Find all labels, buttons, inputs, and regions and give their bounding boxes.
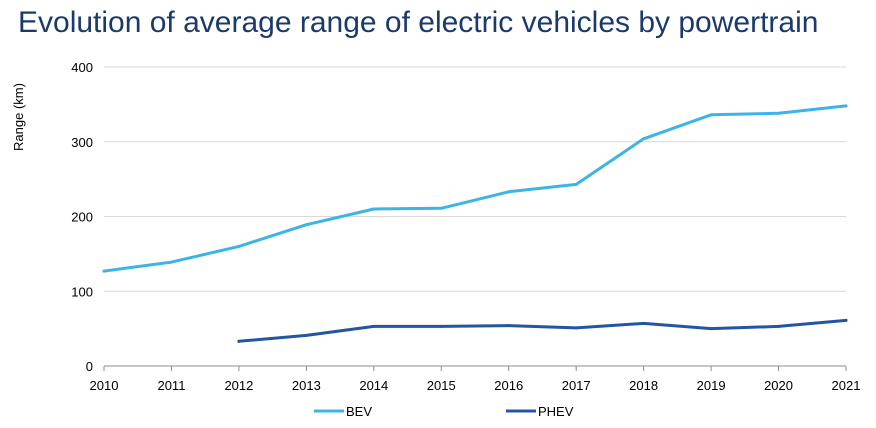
x-tick-label: 2017 <box>562 378 591 393</box>
data-point-bev <box>169 260 173 264</box>
y-axis-ticks: 0 100 200 300 400 <box>71 60 93 374</box>
x-tick-label: 2018 <box>629 378 658 393</box>
x-tick-label: 2015 <box>427 378 456 393</box>
data-point-phev <box>372 324 376 328</box>
data-point-bev <box>507 190 511 194</box>
x-axis: 2010 2011 2012 2013 2014 2015 2016 2017 2018 2019… <box>90 365 861 393</box>
data-point-bev <box>102 269 106 273</box>
x-tick-label: 2012 <box>224 378 253 393</box>
data-point-phev <box>507 324 511 328</box>
x-tick-label: 2010 <box>90 378 119 393</box>
x-tick-label: 2020 <box>764 378 793 393</box>
y-tick-label: 200 <box>71 210 93 225</box>
x-tick-label: 2021 <box>832 378 861 393</box>
data-point-bev <box>237 244 241 248</box>
x-tick-label: 2011 <box>157 378 185 393</box>
series-lines <box>102 104 848 343</box>
series-line-phev <box>237 318 848 343</box>
data-point-bev <box>777 111 781 115</box>
data-point-bev <box>439 206 443 210</box>
data-point-phev <box>844 318 848 322</box>
data-point-phev <box>237 339 241 343</box>
series-line-bev <box>102 104 848 273</box>
x-tick-label: 2014 <box>359 378 388 393</box>
data-point-phev <box>439 324 443 328</box>
x-tick-label: 2016 <box>494 378 523 393</box>
y-tick-label: 300 <box>71 135 93 150</box>
gridlines <box>104 66 846 367</box>
y-axis-label: Range (km) <box>11 83 26 151</box>
legend-label-bev: BEV <box>346 404 372 419</box>
chart-title: Evolution of average range of electric v… <box>18 6 819 39</box>
data-point-phev <box>574 326 578 330</box>
data-point-phev <box>777 324 781 328</box>
legend-label-phev: PHEV <box>538 404 574 419</box>
data-point-bev <box>372 207 376 211</box>
data-point-bev <box>574 182 578 186</box>
data-point-bev <box>709 113 713 117</box>
data-point-phev <box>709 327 713 331</box>
data-point-phev <box>642 321 646 325</box>
data-point-phev <box>304 333 308 337</box>
y-tick-label: 400 <box>71 60 93 75</box>
legend: BEV PHEV <box>314 404 574 419</box>
data-point-bev <box>642 137 646 141</box>
x-tick-label: 2019 <box>697 378 726 393</box>
data-point-bev <box>844 104 848 108</box>
data-point-bev <box>304 223 308 227</box>
y-tick-label: 100 <box>71 284 93 299</box>
x-tick-label: 2013 <box>292 378 321 393</box>
y-tick-label: 0 <box>86 359 93 374</box>
